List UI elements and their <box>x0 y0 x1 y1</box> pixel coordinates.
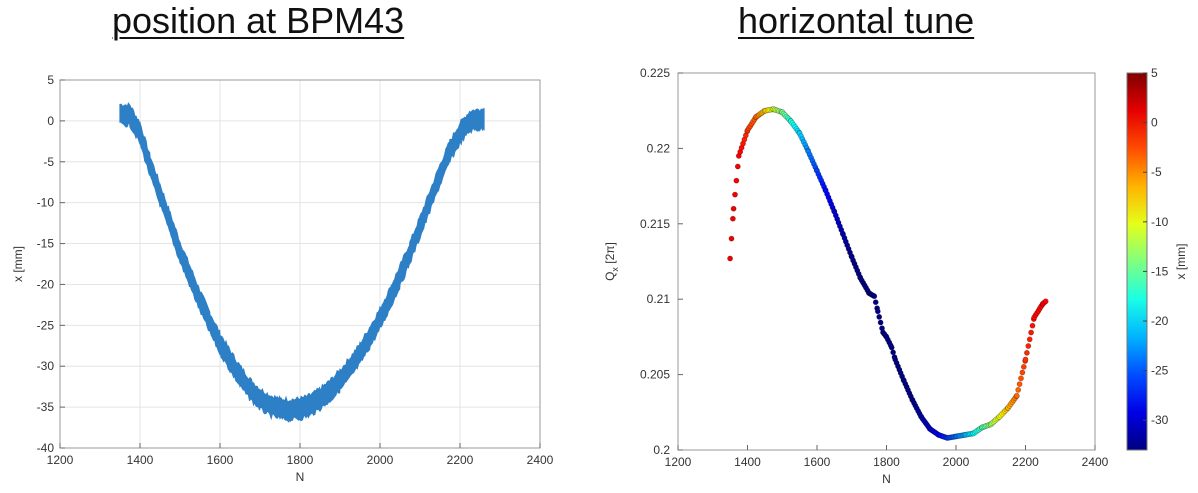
data-point-tune <box>1029 322 1036 329</box>
data-point-tune <box>1025 343 1032 349</box>
y-tick-label: 0 <box>47 114 54 128</box>
y-tick-label: -5 <box>43 155 54 169</box>
y-tick-label: 0.2 <box>653 443 670 457</box>
data-point-tune <box>888 344 895 351</box>
data-point-tune <box>871 293 878 300</box>
plot-area-tune <box>678 73 1095 450</box>
y-axis-label: x [mm] <box>11 246 25 282</box>
data-point-tune <box>734 163 741 170</box>
data-point-tune <box>727 255 733 262</box>
data-point-tune <box>1024 349 1030 356</box>
x-axis-label: N <box>882 472 891 486</box>
colorbar-tick-label: 5 <box>1151 66 1158 80</box>
y-tick-label: -15 <box>37 237 55 251</box>
x-tick-label: 1800 <box>287 453 314 467</box>
x-tick-label: 1800 <box>873 455 900 469</box>
y-tick-label: -20 <box>37 277 55 291</box>
x-tick-label: 2400 <box>527 453 554 467</box>
x-tick-label: 1200 <box>665 455 692 469</box>
colorbar-tick-label: 0 <box>1151 116 1158 130</box>
data-point-tune <box>1028 329 1034 336</box>
colorbar <box>1126 72 1148 451</box>
data-point-tune <box>877 319 884 326</box>
colorbar-tick-label: -5 <box>1151 165 1162 179</box>
data-point-tune <box>872 299 879 306</box>
chart-title-tune: horizontal tune <box>738 0 975 41</box>
y-tick-label: -30 <box>37 359 55 373</box>
data-point-tune <box>730 205 737 212</box>
y-tick-label: -10 <box>37 196 55 210</box>
data-point-tune <box>890 349 896 356</box>
y-tick-label: 0.22 <box>647 141 671 155</box>
y-axis-label: Qx [2π] <box>603 242 620 281</box>
y-tick-label: -25 <box>37 318 55 332</box>
data-point-tune <box>732 191 738 198</box>
data-point-tune <box>728 235 735 242</box>
x-tick-label: 1400 <box>127 453 154 467</box>
x-tick-label: 2400 <box>1082 455 1109 469</box>
x-tick-label: 2000 <box>367 453 394 467</box>
x-tick-label: 2200 <box>447 453 474 467</box>
y-tick-label: -40 <box>37 441 55 455</box>
data-point-tune <box>1018 375 1024 382</box>
chart-title-position: position at BPM43 <box>112 0 405 41</box>
data-point-tune <box>874 308 881 315</box>
data-band-x-position <box>119 102 485 423</box>
colorbar-label: x [mm] <box>1174 244 1188 280</box>
x-tick-label: 1600 <box>804 455 831 469</box>
data-point-tune <box>1026 336 1033 343</box>
y-tick-label: 0.21 <box>647 292 671 306</box>
y-tick-label: -35 <box>37 400 55 414</box>
y-tick-label: 0.205 <box>640 368 670 382</box>
x-tick-label: 1200 <box>47 453 74 467</box>
y-tick-label: 0.225 <box>640 66 670 80</box>
data-point-tune <box>1016 381 1023 387</box>
x-tick-label: 2200 <box>1012 455 1039 469</box>
data-point-tune <box>1022 356 1029 363</box>
y-tick-label: 0.215 <box>640 217 670 231</box>
colorbar-tick-label: -30 <box>1151 413 1169 427</box>
y-tick-label: 5 <box>47 73 54 87</box>
data-point-tune <box>876 313 883 320</box>
data-point-tune <box>1042 298 1049 305</box>
data-point-tune <box>1015 386 1022 393</box>
colorbar-tick-label: -25 <box>1151 364 1169 378</box>
colorbar-tick-label: -10 <box>1151 215 1169 229</box>
data-point-tune <box>1019 369 1026 376</box>
x-tick-label: 2000 <box>943 455 970 469</box>
colorbar-tick-label: -20 <box>1151 314 1169 328</box>
data-point-tune <box>1020 363 1027 370</box>
x-tick-label: 1600 <box>207 453 234 467</box>
data-point-tune <box>730 215 736 222</box>
data-point-tune <box>1013 392 1020 399</box>
colorbar-tick-label: -15 <box>1151 264 1169 278</box>
data-point-tune <box>733 177 740 184</box>
x-tick-label: 1400 <box>734 455 761 469</box>
x-axis-label: N <box>296 470 305 484</box>
